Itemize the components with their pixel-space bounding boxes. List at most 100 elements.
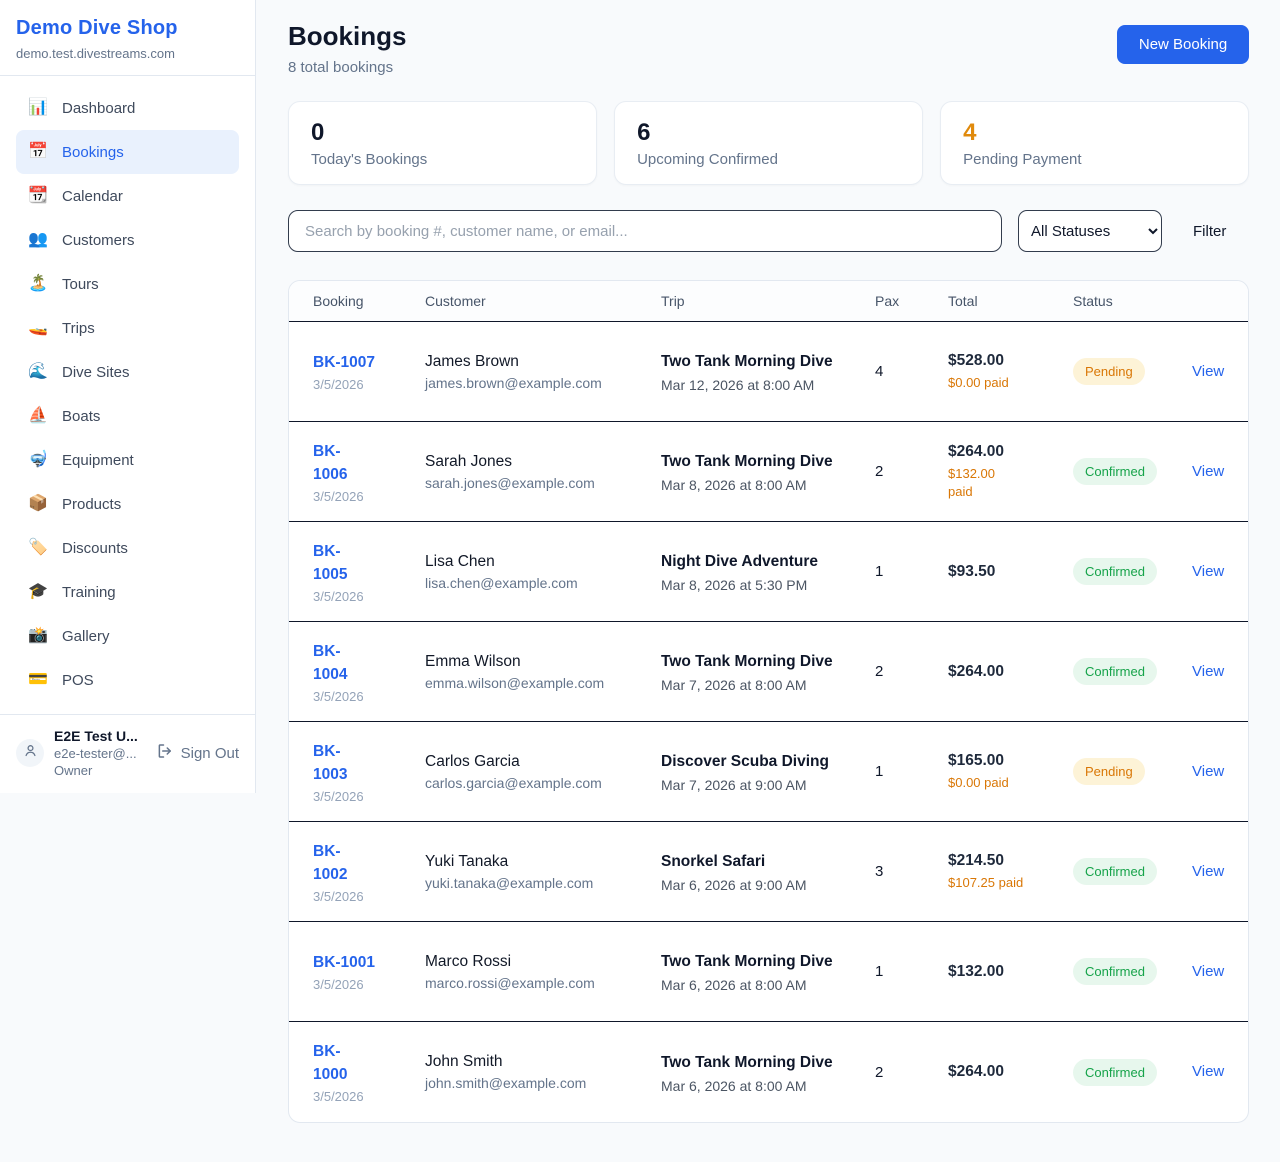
view-booking-link[interactable]: View (1192, 362, 1225, 380)
table-row: BK- 1000 3/5/2026 John Smith john.smith@e… (289, 1022, 1248, 1122)
total-amount: $165.00 (948, 751, 1005, 769)
sidebar-item-products[interactable]: 📦 Products (16, 482, 239, 526)
booking-id-link[interactable]: BK- 1000 (313, 1043, 348, 1083)
customer-email: carlos.garcia@example.com (425, 774, 602, 791)
controls-row: All Statuses Filter (288, 210, 1249, 252)
booking-id-link[interactable]: BK-1007 (313, 354, 376, 371)
trip-name: Snorkel Safari (661, 853, 766, 870)
sidebar-item-discounts[interactable]: 🏷️ Discounts (16, 526, 239, 570)
view-booking-link[interactable]: View (1192, 962, 1225, 980)
status-badge: Pending (1073, 358, 1145, 385)
customer-cell: Sarah Jones sarah.jones@example.com (425, 453, 661, 491)
sidebar-item-bookings[interactable]: 📅 Bookings (16, 130, 239, 174)
view-booking-link[interactable]: View (1192, 662, 1225, 680)
user-box: E2E Test U... e2e-tester@... Owner Sign … (0, 714, 255, 793)
customer-email: john.smith@example.com (425, 1075, 587, 1091)
stat-value: 4 (963, 119, 977, 146)
status-badge: Confirmed (1073, 658, 1157, 685)
status-cell: Confirmed (1073, 558, 1192, 585)
sidebar-item-label: Customers (62, 231, 135, 249)
user-role: Owner (54, 763, 93, 778)
user-meta: E2E Test U... e2e-tester@... Owner (54, 728, 146, 778)
view-cell: View (1192, 463, 1224, 481)
total-cell: $132.00 (948, 963, 1073, 981)
booking-date: 3/5/2026 (313, 688, 364, 704)
sidebar-item-boats[interactable]: ⛵ Boats (16, 394, 239, 438)
sidebar-item-trips[interactable]: 🚤 Trips (16, 306, 239, 350)
pax-value: 2 (875, 463, 884, 480)
sidebar-item-training[interactable]: 🎓 Training (16, 570, 239, 614)
view-booking-link[interactable]: View (1192, 562, 1225, 580)
booking-date: 3/5/2026 (313, 488, 364, 504)
trip-cell: Two Tank Morning Dive Mar 7, 2026 at 8:0… (661, 650, 875, 693)
view-booking-link[interactable]: View (1192, 762, 1225, 780)
booking-cell: BK-1001 3/5/2026 (313, 951, 425, 992)
booking-id-link[interactable]: BK- 1005 (313, 542, 348, 583)
stats-row: 0 Today's Bookings 6 Upcoming Confirmed … (288, 101, 1250, 185)
booking-id-link[interactable]: BK- 1002 (313, 842, 348, 883)
booking-id-link[interactable]: BK- 1006 (313, 442, 348, 483)
page-subtitle: 8 total bookings (288, 59, 394, 76)
sidebar-item-gallery[interactable]: 📸 Gallery (16, 614, 239, 658)
bookings-table: Booking Customer Trip Pax Total Status B… (288, 280, 1250, 1123)
customer-name: John Smith (425, 1053, 503, 1070)
table-row: BK- 1005 3/5/2026 Lisa Chen lisa.chen@exa… (289, 522, 1249, 622)
trip-name: Two Tank Morning Dive (661, 453, 833, 470)
status-filter-select[interactable]: All Statuses (1018, 210, 1162, 252)
customer-name: Carlos Garcia (425, 752, 520, 770)
sign-out-icon (156, 742, 174, 764)
new-booking-button[interactable]: New Booking (1116, 25, 1250, 64)
status-badge: Confirmed (1073, 958, 1157, 985)
customer-name: James Brown (425, 352, 519, 370)
booking-id-link[interactable]: BK- 1003 (313, 742, 348, 783)
sidebar-item-calendar[interactable]: 📆 Calendar (16, 174, 239, 218)
trip-datetime: Mar 6, 2026 at 8:00 AM (661, 977, 807, 993)
total-amount: $132.00 (948, 962, 1005, 980)
view-booking-link[interactable]: View (1192, 1063, 1225, 1080)
sidebar-item-label: Trips (62, 319, 95, 337)
trip-cell: Two Tank Morning Dive Mar 6, 2026 at 8:0… (661, 950, 875, 993)
sidebar-item-label: Products (62, 495, 122, 513)
trip-cell: Snorkel Safari Mar 6, 2026 at 9:00 AM (661, 850, 875, 893)
trip-cell: Discover Scuba Diving Mar 7, 2026 at 9:0… (661, 750, 875, 793)
paid-amount: $0.00 paid (948, 374, 1009, 390)
customer-cell: Marco Rossi marco.rossi@example.com (425, 953, 661, 991)
search-input[interactable] (288, 210, 1002, 252)
status-badge: Pending (1073, 758, 1145, 785)
customer-email: lisa.chen@example.com (425, 574, 578, 591)
sidebar-item-customers[interactable]: 👥 Customers (16, 218, 239, 262)
sidebar-item-label: Bookings (62, 143, 124, 161)
sign-out-button[interactable]: Sign Out (156, 742, 239, 764)
filter-button[interactable]: Filter (1193, 222, 1227, 240)
status-cell: Pending (1073, 358, 1192, 385)
view-booking-link[interactable]: View (1192, 462, 1225, 480)
booking-id-link[interactable]: BK-1001 (313, 954, 376, 971)
total-amount: $214.50 (948, 851, 1005, 869)
status-badge: Confirmed (1073, 458, 1157, 485)
sidebar-item-pos[interactable]: 💳 POS (16, 658, 239, 702)
pax-value: 2 (875, 663, 884, 680)
total-amount: $264.00 (948, 662, 1005, 680)
stat-card-pending-payment: 4 Pending Payment (940, 101, 1250, 185)
table-row: BK- 1004 3/5/2026 Emma Wilson emma.wilson… (289, 622, 1249, 722)
booking-cell: BK- 1004 3/5/2026 (313, 640, 425, 704)
total-cell: $214.50 $107.25 paid (948, 852, 1073, 892)
customer-cell: Lisa Chen lisa.chen@example.com (425, 553, 661, 591)
user-name: E2E Test U... (54, 728, 138, 744)
sidebar-item-dive-sites[interactable]: 🌊 Dive Sites (16, 350, 239, 394)
stat-card-upcoming-confirmed: 6 Upcoming Confirmed (614, 101, 924, 185)
pax-value: 1 (875, 963, 884, 980)
table-row: BK-1007 3/5/2026 James Brown james.brown… (289, 322, 1249, 422)
trip-datetime: Mar 12, 2026 at 8:00 AM (661, 377, 815, 393)
sidebar-item-tours[interactable]: 🏝️ Tours (16, 262, 239, 306)
view-booking-link[interactable]: View (1192, 862, 1225, 880)
total-cell: $264.00 (948, 663, 1073, 681)
sidebar-item-equipment[interactable]: 🤿 Equipment (16, 438, 239, 482)
view-cell: View (1192, 963, 1224, 981)
view-cell: View (1192, 1063, 1224, 1081)
brand-name: Demo Dive Shop (16, 17, 178, 39)
stat-card-todays-bookings: 0 Today's Bookings (288, 101, 598, 185)
sidebar-item-dashboard[interactable]: 📊 Dashboard (16, 86, 239, 130)
booking-id-link[interactable]: BK- 1004 (313, 642, 348, 683)
booking-date: 3/5/2026 (313, 588, 364, 604)
